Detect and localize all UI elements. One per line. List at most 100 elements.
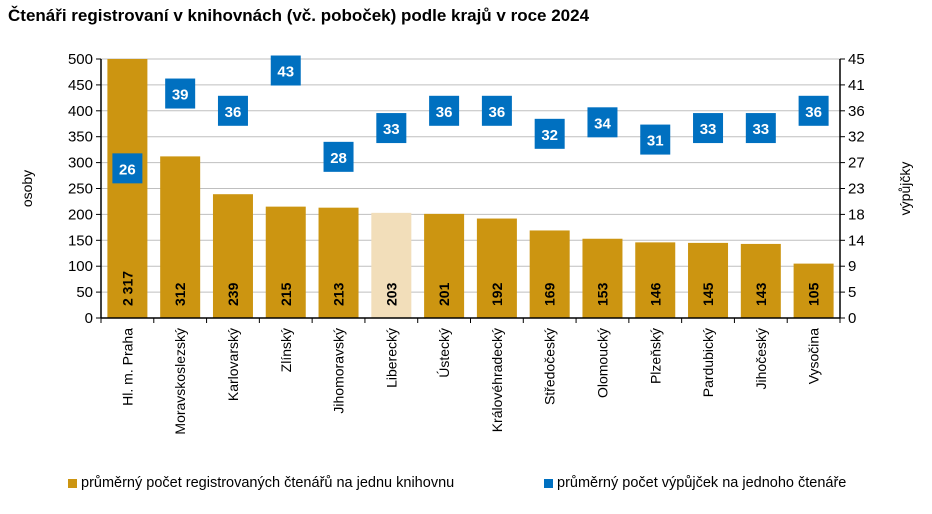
y-tick-label: 250 [68, 181, 93, 198]
marker [640, 124, 671, 155]
bar-label: 146 [647, 282, 663, 306]
y2-tick-label: 23 [848, 181, 865, 198]
marker-label: 39 [172, 87, 189, 104]
marker [693, 113, 724, 144]
marker [429, 95, 460, 126]
x-tick-label: Vysočina [806, 328, 822, 385]
y2-tick-label: 32 [848, 129, 865, 146]
bar [688, 242, 729, 318]
bar-label: 145 [700, 282, 716, 306]
marker [798, 95, 829, 126]
y-tick-label: 500 [68, 51, 93, 68]
y2-tick-label: 14 [848, 232, 865, 249]
bar [371, 212, 412, 318]
y-axis-title: osoby [19, 170, 35, 207]
bar-label: 201 [436, 282, 452, 306]
bar-label: 215 [278, 282, 294, 306]
y-tick-label: 450 [68, 77, 93, 94]
x-tick-label: Karlovarský [225, 328, 241, 401]
chart-title: Čtenáři registrovaní v knihovnách (vč. p… [8, 6, 590, 25]
bar-label: 143 [753, 282, 769, 306]
legend-label: průměrný počet registrovaných čtenářů na… [81, 475, 455, 491]
marker-label: 36 [805, 104, 822, 121]
marker-label: 32 [541, 127, 558, 144]
marker-label: 34 [594, 115, 611, 132]
x-tick-label: Moravskoslezský [172, 328, 188, 435]
bar-label: 203 [383, 282, 399, 306]
bar-label: 312 [172, 282, 188, 306]
x-tick-label: Středočeský [542, 328, 558, 405]
marker [587, 107, 618, 138]
marker-label: 28 [330, 150, 347, 167]
marker [217, 95, 248, 126]
bar-label: 213 [331, 282, 347, 306]
legend-item-loans: průměrný počet výpůjček na jednoho čtená… [544, 475, 846, 491]
bar [160, 156, 201, 318]
x-tick-label: Zlínský [278, 328, 294, 372]
y2-tick-label: 45 [848, 51, 865, 68]
bar [212, 194, 253, 318]
marker-label: 31 [647, 133, 664, 150]
marker [534, 118, 565, 149]
y2-tick-label: 36 [848, 103, 865, 120]
bar [635, 242, 676, 318]
y-tick-label: 350 [68, 129, 93, 146]
y2-tick-label: 9 [848, 258, 856, 275]
legend-label: průměrný počet výpůjček na jednoho čtená… [557, 475, 847, 491]
bar [740, 243, 781, 318]
marker-label: 43 [277, 64, 294, 81]
marker-label: 26 [119, 161, 136, 178]
marker [481, 95, 512, 126]
x-tick-label: Olomoucký [594, 328, 610, 398]
marker [112, 153, 143, 184]
marker [323, 141, 354, 172]
x-tick-label: Jihomoravský [331, 328, 347, 414]
y-tick-label: 100 [68, 258, 93, 275]
marker [270, 55, 301, 86]
x-tick-label: Jihočeský [753, 328, 769, 389]
x-tick-label: Pardubický [700, 328, 716, 397]
marker [745, 113, 776, 144]
bar-label: 169 [542, 282, 558, 306]
y2-tick-label: 5 [848, 284, 856, 301]
marker-label: 36 [436, 104, 453, 121]
x-tick-label: Královéhradecký [489, 328, 505, 432]
legend-item-readers: průměrný počet registrovaných čtenářů na… [68, 475, 454, 491]
bar-label: 105 [806, 282, 822, 306]
y-tick-label: 150 [68, 232, 93, 249]
bar-label: 2 317 [119, 271, 135, 306]
y-tick-label: 50 [76, 284, 93, 301]
bar-label: 153 [594, 282, 610, 306]
bar [424, 213, 465, 318]
y-tick-label: 300 [68, 155, 93, 172]
y2-axis-title: výpůjčky [897, 162, 913, 216]
bar [582, 238, 623, 318]
marker-label: 36 [489, 104, 506, 121]
marker-label: 33 [752, 121, 769, 138]
bar [318, 207, 359, 318]
bar [793, 263, 834, 318]
marker-label: 33 [383, 121, 400, 138]
y2-tick-label: 0 [848, 310, 856, 327]
bar-label: 192 [489, 282, 505, 306]
bar [265, 206, 306, 318]
x-tick-label: Ústecký [436, 328, 452, 378]
x-tick-label: Plzeňský [647, 328, 663, 384]
x-tick-label: Hl. m. Praha [119, 328, 135, 406]
y2-tick-label: 41 [848, 77, 865, 94]
y-tick-label: 200 [68, 206, 93, 223]
marker [165, 78, 196, 109]
x-tick-label: Liberecký [383, 328, 399, 388]
y-tick-label: 0 [85, 310, 93, 327]
marker [376, 113, 407, 144]
y2-tick-label: 18 [848, 206, 865, 223]
bar [476, 218, 517, 318]
legend-swatch-bar [68, 478, 77, 488]
marker-label: 36 [225, 104, 242, 121]
y2-tick-label: 27 [848, 155, 865, 172]
bar [107, 59, 148, 318]
bar [529, 230, 570, 318]
legend-swatch-marker [544, 478, 553, 488]
bar-label: 239 [225, 282, 241, 306]
